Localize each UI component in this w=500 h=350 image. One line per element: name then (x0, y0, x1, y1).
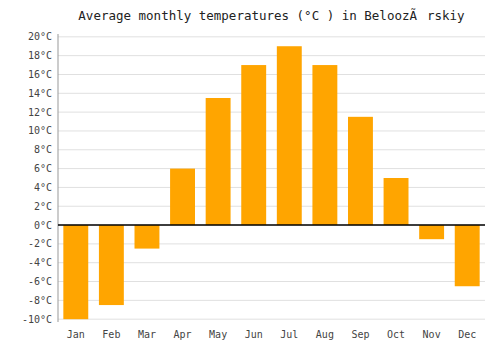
x-tick-label: Mar (138, 329, 156, 340)
bar (135, 225, 160, 249)
grid-line (58, 55, 485, 56)
bar (312, 65, 337, 225)
y-tick-label: -10°C (22, 314, 52, 325)
y-tick-label: 16°C (28, 69, 52, 80)
x-tick-label: Jan (67, 329, 85, 340)
bar (241, 65, 266, 225)
chart: Average monthly temperatures (°C ) in Be… (0, 0, 500, 350)
y-tick-label: -4°C (28, 257, 52, 268)
y-tick-label: 4°C (34, 182, 52, 193)
grid-line (58, 112, 485, 113)
x-tick-label: Nov (423, 329, 441, 340)
bar (348, 117, 373, 225)
grid (58, 37, 485, 319)
grid-line (58, 93, 485, 94)
y-tick-label: -6°C (28, 276, 52, 287)
grid-line (58, 206, 485, 207)
x-tick-label: May (209, 329, 227, 340)
grid-line (58, 36, 485, 37)
grid-line (58, 187, 485, 188)
y-axis-line (58, 34, 59, 322)
grid-line (58, 225, 485, 226)
bar (99, 225, 124, 305)
y-tick-label: 12°C (28, 107, 52, 118)
y-tick-label: 10°C (28, 125, 52, 136)
x-tick-label: Jun (245, 329, 263, 340)
y-tick-label: 6°C (34, 163, 52, 174)
bar (384, 178, 409, 225)
x-tick-label: Feb (102, 329, 120, 340)
bar (455, 225, 480, 286)
y-tick-label: 2°C (34, 201, 52, 212)
bar (419, 225, 444, 239)
grid-line (58, 149, 485, 150)
background (0, 0, 500, 350)
grid-line (58, 74, 485, 75)
y-tick-label: 0°C (34, 220, 52, 231)
title: Average monthly temperatures (°C ) in Be… (78, 8, 465, 23)
zero-line (58, 224, 485, 226)
y-tick-label: -2°C (28, 238, 52, 249)
y-tick-label: 18°C (28, 50, 52, 61)
y-tick-label: 8°C (34, 144, 52, 155)
x-tick-label: Oct (387, 329, 405, 340)
x-tick-label: Sep (351, 329, 369, 340)
x-tick-label: Jul (280, 329, 298, 340)
x-tick-label: Apr (174, 329, 192, 340)
x-tick-label: Dec (458, 329, 476, 340)
y-tick-label: -8°C (28, 295, 52, 306)
x-tick-label: Aug (316, 329, 334, 340)
grid-line (58, 168, 485, 169)
bar (170, 169, 195, 225)
y-tick-label: 14°C (28, 88, 52, 99)
bars (63, 46, 479, 319)
bar (63, 225, 88, 319)
bar (206, 98, 231, 225)
bar (277, 46, 302, 225)
grid-line (58, 319, 485, 320)
y-tick-label: 20°C (28, 31, 52, 42)
grid-line (58, 130, 485, 131)
